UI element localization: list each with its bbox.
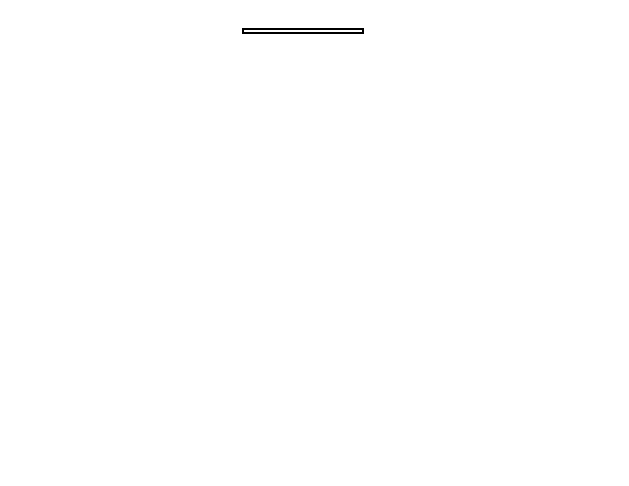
chart-legend bbox=[242, 28, 364, 34]
